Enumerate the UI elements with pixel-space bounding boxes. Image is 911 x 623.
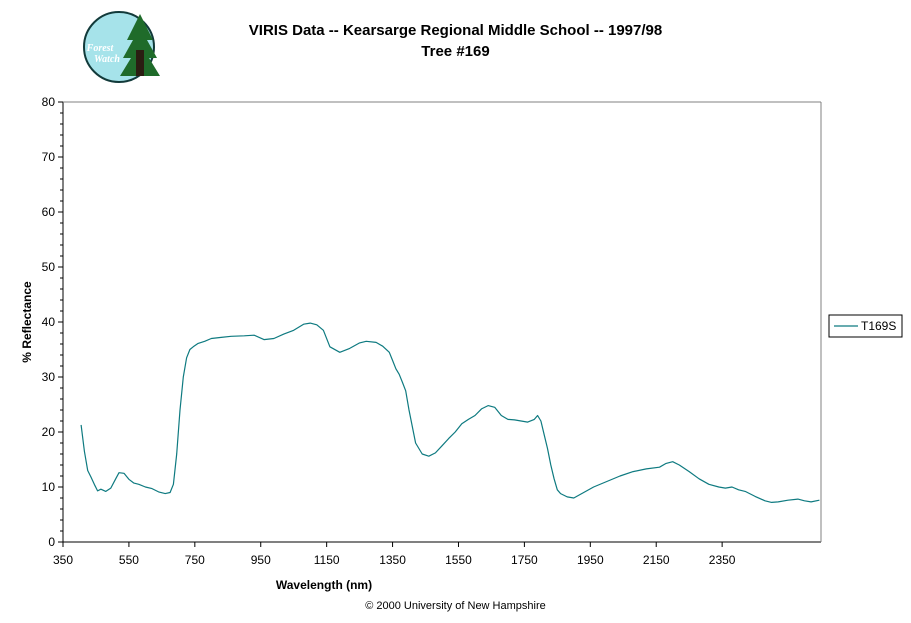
y-tick-label: 70: [42, 150, 56, 164]
x-tick-label: 550: [119, 553, 139, 567]
y-tick-label: 40: [42, 315, 56, 329]
legend-label-t169s: T169S: [861, 319, 896, 333]
x-tick-label: 1550: [445, 553, 472, 567]
x-tick-label: 750: [185, 553, 205, 567]
logo-text-forest: Forest: [86, 43, 115, 54]
y-tick-label: 20: [42, 425, 56, 439]
y-tick-label: 0: [48, 535, 55, 549]
chart-subtitle: Tree #169: [421, 43, 490, 60]
x-tick-label: 1750: [511, 553, 538, 567]
legend: T169S: [828, 314, 903, 338]
y-axis-title: % Reflectance: [20, 281, 34, 363]
legend-box: [828, 314, 903, 338]
logo-tree-icon: [120, 14, 160, 76]
logo-trunk: [136, 50, 144, 76]
logo-text-watch: Watch: [94, 54, 120, 65]
x-tick-label: 1150: [314, 553, 340, 567]
series-line-t169s: [80, 322, 820, 503]
x-tick-label: 350: [53, 553, 73, 567]
forest-watch-logo: Forest Watch: [83, 11, 160, 83]
y-ticks: 0 10 20 30 40 50 60 70 80: [42, 95, 63, 549]
x-axis-title: Wavelength (nm): [276, 578, 372, 592]
x-tick-label: 2350: [709, 553, 736, 567]
y-tick-label: 30: [42, 370, 56, 384]
series-layer: [80, 322, 820, 503]
x-tick-label: 2150: [643, 553, 670, 567]
y-tick-label: 80: [42, 95, 56, 109]
y-tick-label: 60: [42, 205, 56, 219]
x-tick-label: 1350: [379, 553, 406, 567]
y-tick-label: 50: [42, 260, 56, 274]
chart-title: VIRIS Data -- Kearsarge Regional Middle …: [248, 22, 663, 39]
x-tick-label: 950: [251, 553, 271, 567]
x-ticks: 350 550 750 950 1150 1350 1550 1750 1950 2150 2350: [53, 542, 736, 567]
copyright-footer: © 2000 University of New Hampshire: [365, 600, 546, 612]
x-tick-label: 1950: [577, 553, 604, 567]
y-tick-label: 10: [42, 480, 56, 494]
